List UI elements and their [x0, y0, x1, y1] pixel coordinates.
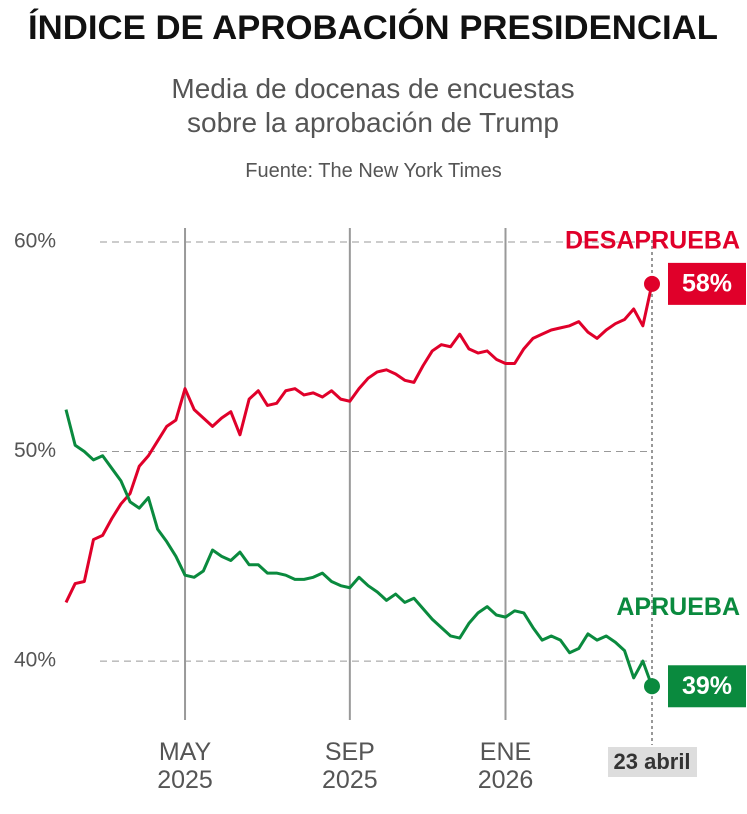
end-dot — [644, 275, 660, 292]
chart-subtitle: Media de docenas de encuestas sobre la a… — [171, 73, 575, 138]
line — [64, 409, 654, 687]
x-tick-label: ENE 2026 — [477, 738, 534, 794]
end-dot — [644, 678, 660, 695]
series-label: APRUEBA — [616, 593, 740, 621]
x-tick-label: SEP 2025 — [322, 738, 378, 794]
source: Fuente: The New York Times — [245, 160, 502, 182]
series-label: DESAPRUEBA — [565, 226, 740, 254]
y-tick-label: 40% — [14, 649, 56, 672]
x-tick-label: 23 abril — [607, 747, 697, 777]
value-label-box — [668, 262, 746, 305]
y-tick-label: 50% — [14, 439, 56, 462]
line — [64, 283, 654, 604]
value-label: 58% — [682, 269, 732, 297]
chart-title: ÍNDICE DE APROBACIÓN PRESIDENCIAL — [28, 9, 718, 47]
value-label-box — [668, 665, 746, 708]
x-tick-label: MAY 2025 — [157, 738, 213, 794]
y-tick-label: 60% — [14, 230, 56, 253]
value-label: 39% — [682, 672, 732, 700]
